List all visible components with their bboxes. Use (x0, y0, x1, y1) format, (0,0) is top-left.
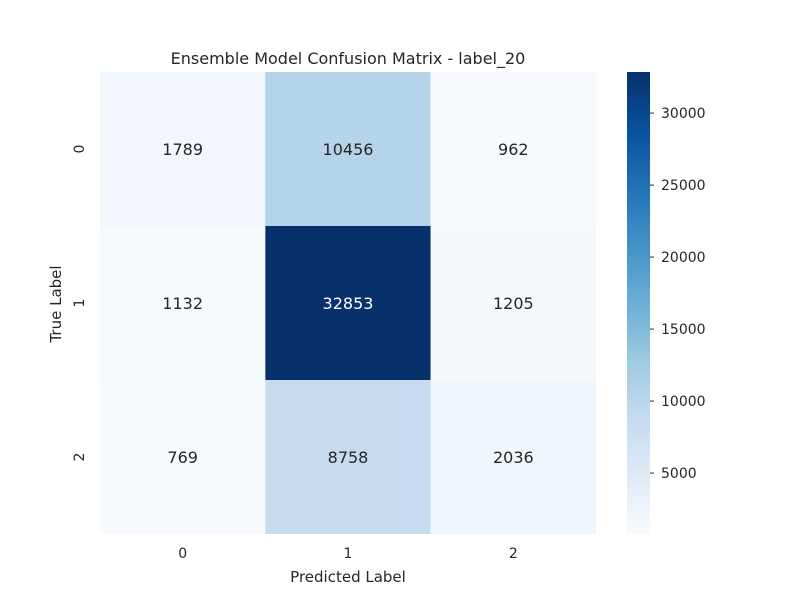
x-tick-label: 0 (178, 546, 187, 562)
heatmap-cell (265, 380, 431, 534)
heatmap-cell (265, 72, 431, 226)
x-tick-label: 1 (344, 546, 353, 562)
y-axis-ticks: 0 1 2 (72, 145, 88, 462)
cell-value-label: 1132 (162, 294, 203, 313)
heatmap-cell (265, 226, 431, 380)
colorbar-tick-label: 5000 (661, 466, 697, 482)
cell-value-label: 32853 (323, 294, 374, 313)
y-tick-label: 1 (72, 299, 88, 308)
colorbar-tick-label: 10000 (661, 394, 706, 410)
cell-value-label: 1789 (162, 140, 203, 159)
x-axis-label: Predicted Label (290, 568, 406, 586)
heatmap-cell (430, 380, 596, 534)
colorbar (627, 72, 650, 534)
heatmap-cell (100, 226, 266, 380)
heatmap-cell (100, 380, 266, 534)
cell-value-label: 2036 (493, 448, 534, 467)
colorbar-ticks: 5000 10000 15000 20000 25000 30000 (650, 106, 706, 482)
y-tick-label: 2 (72, 453, 88, 462)
colorbar-tick-label: 20000 (661, 250, 706, 266)
x-tick-label: 2 (509, 546, 518, 562)
chart-title: Ensemble Model Confusion Matrix - label_… (171, 49, 526, 69)
cell-value-label: 962 (498, 140, 529, 159)
cell-value-label: 1205 (493, 294, 534, 313)
heatmap-cell (430, 226, 596, 380)
heatmap-cell (430, 72, 596, 226)
y-axis-label: True Label (47, 265, 65, 343)
colorbar-tick-label: 25000 (661, 178, 706, 194)
x-axis-ticks: 0 1 2 (178, 546, 518, 562)
colorbar-tick-label: 30000 (661, 106, 706, 122)
cell-value-label: 8758 (328, 448, 369, 467)
y-tick-label: 0 (72, 145, 88, 154)
heatmap-cell (100, 72, 266, 226)
colorbar-tick-label: 15000 (661, 322, 706, 338)
heatmap-cells: 1789 10456 962 1132 32853 1205 769 8758 2036 (100, 72, 596, 534)
cell-value-label: 769 (167, 448, 198, 467)
cell-value-label: 10456 (323, 140, 374, 159)
